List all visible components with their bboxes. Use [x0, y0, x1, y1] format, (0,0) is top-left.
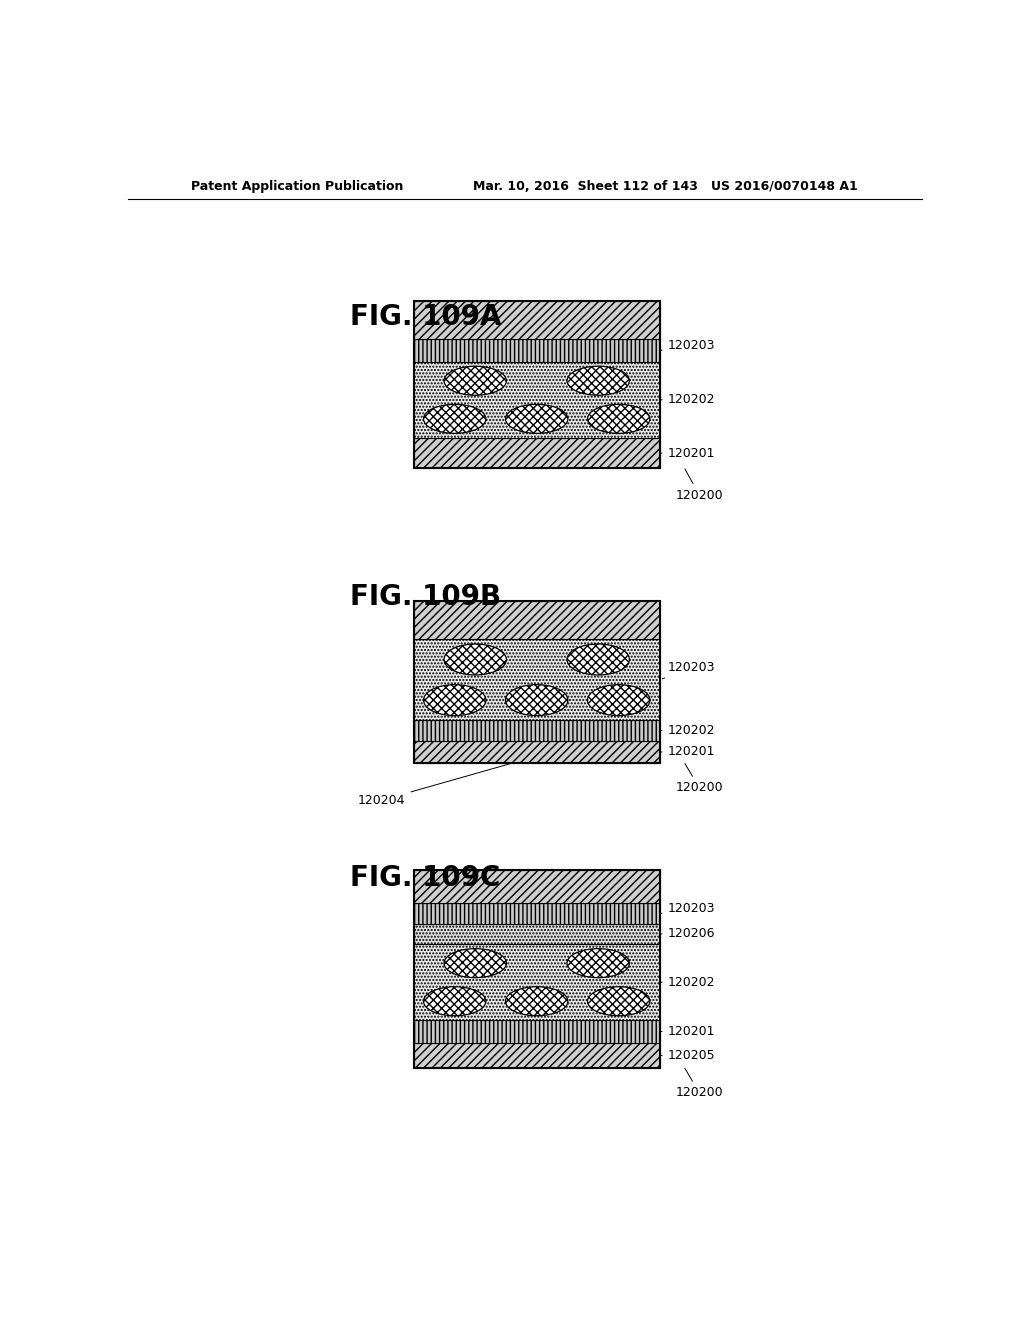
Ellipse shape	[444, 366, 506, 395]
Text: Patent Application Publication: Patent Application Publication	[191, 181, 403, 193]
Text: FIG. 109C: FIG. 109C	[350, 865, 501, 892]
Bar	[414, 1043, 659, 1068]
Bar	[414, 870, 659, 1068]
Bar	[414, 903, 659, 924]
Ellipse shape	[588, 404, 650, 433]
Ellipse shape	[588, 987, 650, 1015]
Text: FIG. 109A: FIG. 109A	[350, 304, 502, 331]
Ellipse shape	[567, 644, 630, 675]
Bar	[414, 601, 659, 763]
Bar	[414, 924, 659, 944]
Text: 120203: 120203	[663, 661, 715, 678]
Text: 120204: 120204	[358, 764, 509, 807]
Bar	[414, 301, 659, 469]
Ellipse shape	[444, 949, 506, 978]
Ellipse shape	[444, 644, 506, 675]
Bar	[414, 741, 659, 763]
Text: 120200: 120200	[676, 1068, 723, 1100]
Ellipse shape	[506, 685, 568, 715]
Ellipse shape	[506, 987, 568, 1015]
Text: 120205: 120205	[659, 1049, 716, 1061]
Text: 120201: 120201	[659, 446, 715, 459]
Ellipse shape	[424, 987, 485, 1015]
Text: 120201: 120201	[659, 746, 715, 759]
Text: 120203: 120203	[659, 339, 715, 352]
Text: 120206: 120206	[659, 928, 715, 940]
Ellipse shape	[424, 404, 485, 433]
Ellipse shape	[567, 949, 630, 978]
Bar	[414, 339, 659, 362]
Ellipse shape	[567, 366, 630, 395]
Text: Mar. 10, 2016  Sheet 112 of 143   US 2016/0070148 A1: Mar. 10, 2016 Sheet 112 of 143 US 2016/0…	[473, 181, 858, 193]
Ellipse shape	[588, 685, 650, 715]
Text: 120200: 120200	[676, 763, 723, 795]
Bar	[414, 438, 659, 469]
Bar	[414, 721, 659, 741]
Text: FIG. 109B: FIG. 109B	[350, 582, 502, 611]
Text: 120202: 120202	[659, 393, 715, 407]
Text: 120203: 120203	[659, 902, 715, 915]
Bar	[414, 362, 659, 438]
Text: 120202: 120202	[659, 725, 715, 737]
Bar	[414, 944, 659, 1020]
Bar	[414, 601, 659, 639]
Ellipse shape	[424, 685, 485, 715]
Text: 120200: 120200	[676, 469, 723, 502]
Bar	[414, 1020, 659, 1043]
Bar	[414, 870, 659, 903]
Text: 120201: 120201	[659, 1026, 715, 1038]
Ellipse shape	[506, 404, 568, 433]
Text: 120202: 120202	[659, 975, 715, 989]
Bar	[414, 301, 659, 339]
Bar	[414, 639, 659, 721]
